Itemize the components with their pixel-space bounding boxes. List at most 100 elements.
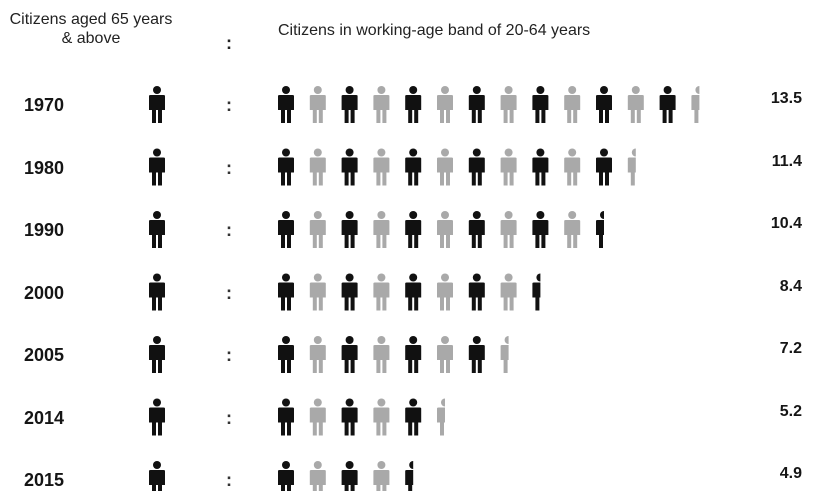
elderly-person-icon bbox=[149, 461, 165, 491]
working-age-person-icon bbox=[373, 398, 390, 436]
elderly-person-icon bbox=[149, 148, 165, 186]
working-age-person-icon bbox=[532, 148, 549, 186]
partial-working-age-person-icon bbox=[691, 86, 700, 123]
row-colon: : bbox=[226, 407, 232, 428]
working-age-person-icon bbox=[309, 148, 326, 186]
working-age-person-icon bbox=[468, 211, 485, 248]
year-label: 1990 bbox=[24, 220, 65, 240]
ratio-value-label: 10.4 bbox=[770, 215, 802, 232]
elderly-column-header: Citizens aged 65 years & above bbox=[9, 11, 173, 47]
working-age-person-icon bbox=[309, 86, 326, 123]
row-colon: : bbox=[226, 282, 232, 303]
year-label: 1970 bbox=[24, 95, 65, 115]
partial-working-age-person-icon bbox=[437, 398, 445, 436]
elderly-person-icon bbox=[149, 273, 165, 311]
working-age-person-icon bbox=[278, 461, 294, 491]
year-label: 2005 bbox=[24, 345, 65, 365]
working-age-person-icon bbox=[468, 273, 485, 311]
working-age-person-icon bbox=[309, 211, 326, 248]
working-age-person-icon bbox=[341, 211, 358, 248]
working-age-person-icon bbox=[373, 148, 390, 186]
working-age-person-icon bbox=[405, 273, 422, 311]
working-age-person-icon bbox=[468, 148, 485, 186]
working-age-person-icon bbox=[405, 148, 422, 186]
working-age-person-icon bbox=[309, 273, 326, 311]
working-age-person-icon bbox=[373, 273, 390, 311]
partial-working-age-person-icon bbox=[405, 461, 414, 491]
working-age-person-icon bbox=[437, 86, 453, 123]
working-age-person-icon bbox=[405, 211, 422, 248]
working-age-person-icon bbox=[278, 273, 294, 311]
working-age-person-icon bbox=[437, 148, 453, 186]
row-2000 bbox=[149, 273, 541, 311]
working-age-person-icon bbox=[468, 86, 485, 123]
year-label: 1980 bbox=[24, 157, 65, 178]
working-age-person-icon bbox=[341, 461, 358, 491]
ratio-value-label: 13.5 bbox=[770, 90, 802, 107]
working-age-person-icon bbox=[405, 86, 422, 123]
partial-working-age-person-icon bbox=[596, 211, 604, 248]
working-age-person-icon bbox=[627, 86, 644, 123]
working-age-person-icon bbox=[564, 148, 581, 186]
elderly-person-icon bbox=[149, 86, 165, 123]
working-age-person-icon bbox=[500, 211, 517, 248]
working-age-person-icon bbox=[341, 273, 358, 311]
row-colon: : bbox=[226, 157, 232, 178]
working-age-person-icon bbox=[341, 398, 358, 436]
working-age-person-icon bbox=[278, 86, 294, 123]
working-age-person-icon bbox=[341, 86, 358, 123]
working-age-person-icon bbox=[500, 273, 517, 311]
year-label: 2015 bbox=[24, 470, 65, 490]
partial-working-age-person-icon bbox=[500, 336, 509, 373]
working-age-person-icon bbox=[596, 86, 612, 123]
row-1980 bbox=[149, 148, 636, 186]
row-colon: : bbox=[226, 95, 232, 115]
ratio-value-label: 4.9 bbox=[779, 465, 802, 482]
year-label: 2000 bbox=[24, 282, 65, 303]
partial-working-age-person-icon bbox=[627, 148, 636, 186]
row-1970 bbox=[149, 86, 700, 123]
ratio-value-label: 8.4 bbox=[779, 277, 802, 295]
working-age-person-icon bbox=[278, 148, 294, 186]
ratio-value-label: 7.2 bbox=[779, 340, 802, 357]
working-age-person-icon bbox=[532, 86, 549, 123]
header-colon: : bbox=[226, 33, 232, 53]
working-age-person-icon bbox=[500, 86, 517, 123]
working-age-person-icon bbox=[278, 211, 294, 248]
working-age-person-icon bbox=[341, 336, 358, 373]
working-age-person-icon bbox=[532, 211, 549, 248]
working-age-person-icon bbox=[309, 398, 326, 436]
row-colon: : bbox=[226, 345, 232, 365]
working-age-person-icon bbox=[437, 211, 453, 248]
working-age-person-icon bbox=[373, 86, 390, 123]
row-1990 bbox=[149, 211, 604, 248]
partial-working-age-person-icon bbox=[532, 273, 541, 311]
elderly-person-icon bbox=[149, 398, 165, 436]
working-age-person-icon bbox=[278, 398, 294, 436]
working-age-person-icon bbox=[309, 336, 326, 373]
working-age-person-icon bbox=[500, 148, 517, 186]
year-label: 2014 bbox=[24, 407, 65, 428]
working-age-person-icon bbox=[278, 336, 294, 373]
working-age-person-icon bbox=[341, 148, 358, 186]
row-colon: : bbox=[226, 470, 232, 490]
working-age-person-icon bbox=[373, 211, 390, 248]
row-2005 bbox=[149, 336, 509, 373]
working-age-person-icon bbox=[405, 336, 422, 373]
working-age-person-icon bbox=[437, 273, 453, 311]
working-age-person-icon bbox=[373, 336, 390, 373]
working-age-person-icon bbox=[309, 461, 326, 491]
working-age-person-icon bbox=[405, 398, 422, 436]
working-age-person-icon bbox=[437, 336, 453, 373]
row-colon: : bbox=[226, 220, 232, 240]
row-2014 bbox=[149, 398, 445, 436]
elderly-person-icon bbox=[149, 211, 165, 248]
working-age-person-icon bbox=[468, 336, 485, 373]
working-age-person-icon bbox=[564, 86, 581, 123]
ratio-value-label: 5.2 bbox=[779, 402, 802, 420]
working-age-column-header: Citizens in working-age band of 20-64 ye… bbox=[278, 22, 591, 39]
ratio-value-label: 11.4 bbox=[771, 152, 802, 170]
working-age-person-icon bbox=[659, 86, 676, 123]
working-age-person-icon bbox=[596, 148, 612, 186]
